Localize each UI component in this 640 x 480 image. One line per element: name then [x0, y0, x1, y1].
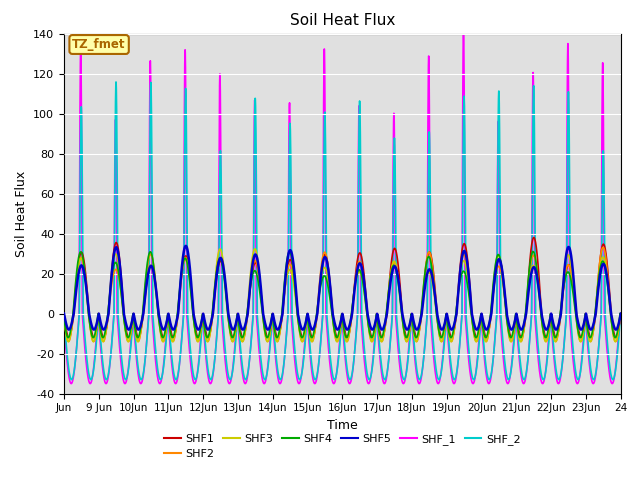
SHF_1 — [485, 381, 493, 386]
Line: SHF5: SHF5 — [64, 246, 621, 330]
SHF_2 — [617, 313, 625, 319]
SHF_1 — [60, 320, 68, 326]
SHF_1 — [617, 320, 625, 326]
SHF5 — [617, 311, 625, 316]
SHF3 — [385, 288, 392, 293]
SHF4 — [65, 335, 72, 340]
SHF_2 — [207, 377, 214, 383]
SHF1 — [385, 290, 392, 296]
SHF1 — [274, 335, 282, 340]
X-axis label: Time: Time — [327, 419, 358, 432]
SHF3 — [274, 337, 282, 343]
SHF4 — [485, 324, 493, 330]
SHF2 — [60, 314, 68, 320]
SHF5 — [485, 322, 493, 328]
SHF4 — [529, 249, 537, 254]
SHF1 — [322, 252, 330, 258]
Y-axis label: Soil Heat Flux: Soil Heat Flux — [15, 170, 28, 257]
SHF_2 — [79, 314, 87, 320]
SHF4 — [400, 325, 408, 331]
SHF2 — [274, 338, 282, 344]
SHF5 — [182, 243, 189, 249]
SHF3 — [617, 315, 625, 321]
SHF2 — [385, 291, 392, 297]
SHF_2 — [400, 376, 408, 382]
SHF_2 — [485, 377, 493, 383]
SHF4 — [617, 316, 625, 322]
Line: SHF1: SHF1 — [64, 238, 621, 337]
SHF5 — [400, 318, 408, 324]
SHF_1 — [322, 310, 330, 315]
SHF2 — [485, 329, 493, 335]
SHF3 — [79, 263, 87, 268]
SHF2 — [65, 339, 72, 345]
SHF3 — [485, 327, 493, 333]
SHF1 — [65, 335, 73, 340]
SHF1 — [79, 255, 87, 261]
SHF_2 — [112, 79, 120, 85]
Title: Soil Heat Flux: Soil Heat Flux — [290, 13, 395, 28]
SHF_1 — [79, 326, 87, 332]
SHF5 — [322, 255, 330, 261]
SHF_1 — [207, 381, 214, 386]
Line: SHF_2: SHF_2 — [64, 82, 621, 380]
SHF3 — [343, 339, 351, 345]
SHF3 — [322, 266, 330, 272]
SHF_2 — [275, 371, 282, 376]
SHF3 — [60, 315, 68, 321]
SHF4 — [274, 333, 282, 339]
Legend: SHF1, SHF2, SHF3, SHF4, SHF5, SHF_1, SHF_2: SHF1, SHF2, SHF3, SHF4, SHF5, SHF_1, SHF… — [160, 429, 525, 464]
Line: SHF_1: SHF_1 — [64, 30, 621, 384]
SHF_1 — [274, 375, 282, 381]
SHF3 — [400, 327, 408, 333]
SHF2 — [599, 244, 607, 250]
SHF_1 — [400, 381, 408, 386]
SHF4 — [60, 316, 68, 322]
SHF_2 — [385, 358, 392, 363]
SHF_1 — [460, 27, 467, 33]
Text: TZ_fmet: TZ_fmet — [72, 38, 126, 51]
Line: SHF4: SHF4 — [64, 252, 621, 337]
SHF_2 — [322, 193, 330, 199]
SHF5 — [60, 311, 68, 316]
SHF2 — [617, 314, 625, 320]
Line: SHF3: SHF3 — [64, 249, 621, 342]
SHF2 — [322, 251, 330, 257]
Line: SHF2: SHF2 — [64, 247, 621, 342]
SHF1 — [530, 235, 538, 240]
SHF1 — [617, 311, 625, 316]
SHF5 — [79, 267, 87, 273]
SHF5 — [275, 326, 282, 332]
SHF3 — [251, 246, 259, 252]
SHF1 — [60, 311, 68, 316]
SHF4 — [385, 289, 392, 295]
SHF5 — [65, 327, 73, 333]
SHF1 — [400, 321, 408, 326]
SHF4 — [79, 259, 87, 264]
SHF_1 — [385, 359, 392, 365]
SHF2 — [400, 325, 408, 331]
SHF5 — [385, 295, 392, 300]
SHF2 — [79, 262, 87, 267]
SHF_2 — [60, 313, 68, 319]
SHF1 — [485, 328, 493, 334]
SHF4 — [322, 275, 330, 281]
